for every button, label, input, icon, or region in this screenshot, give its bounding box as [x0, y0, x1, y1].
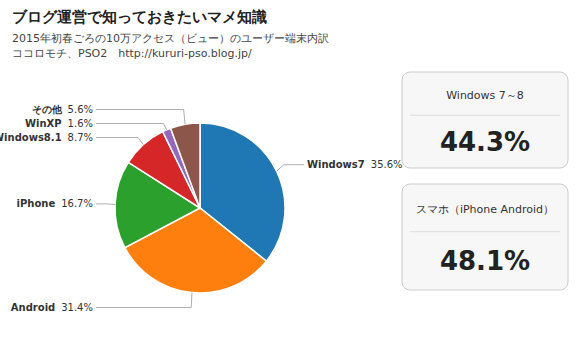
data-label: Android 31.4% [11, 302, 93, 313]
leader-line [96, 138, 143, 145]
data-label: Windows8.1 8.7% [0, 132, 93, 143]
category-label: その他 [32, 104, 63, 115]
chart: ブログ運営で知っておきたいマメ知識 2015年初春ごろの10万アクセス（ビュー）の… [0, 0, 580, 340]
data-label: Windows7 35.6% [307, 159, 403, 170]
category-label: iPhone [17, 198, 56, 209]
slice [171, 123, 200, 208]
info-box: スマホ（iPhone Android） 48.1% [402, 184, 568, 290]
leader-line [96, 293, 192, 308]
subtitle: ココロモチ、PSO2 http://kururi-pso.blog.jp/ [12, 47, 252, 60]
info-box: Windows 7～8 44.3% [402, 72, 568, 168]
labels: Windows7 35.6% Android 31.4% iPhone 16.7% Wind… [0, 104, 403, 313]
leader-line [96, 110, 185, 125]
annotation-title: Windows 7～8 [446, 89, 524, 102]
value-label: 1.6% [68, 118, 93, 129]
leader-line [96, 124, 167, 130]
category-label: WinXP [25, 118, 62, 129]
info-box-divider [410, 231, 560, 232]
pie: Windows7 35.6% Android 31.4% iPhone 16.7% Wind… [0, 104, 403, 313]
category-label: Android [11, 302, 55, 313]
value-label: 5.6% [68, 104, 93, 115]
leader-line [277, 165, 304, 171]
value-label: 31.4% [61, 302, 93, 313]
category-label: Windows7 [307, 159, 365, 170]
data-label: WinXP 1.6% [25, 118, 93, 129]
value-label: 16.7% [61, 198, 93, 209]
info-box-frame [402, 184, 568, 290]
info-box-divider [410, 115, 560, 116]
annotation-title: スマホ（iPhone Android） [416, 203, 554, 216]
annotation-value: 44.3% [440, 127, 530, 157]
title: ブログ運営で知っておきたいマメ知識 [12, 8, 267, 26]
category-label: Windows8.1 [0, 132, 62, 143]
value-label: 8.7% [68, 132, 93, 143]
slices [115, 123, 285, 293]
data-label: iPhone 16.7% [17, 198, 93, 209]
value-label: 35.6% [371, 159, 403, 170]
subtitle: 2015年初春ごろの10万アクセス（ビュー）のユーザー端末内訳 [12, 32, 329, 45]
leader-line [96, 203, 115, 205]
data-label: その他 5.6% [32, 104, 93, 115]
annotation-value: 48.1% [440, 246, 530, 276]
info-box-frame [402, 72, 568, 168]
